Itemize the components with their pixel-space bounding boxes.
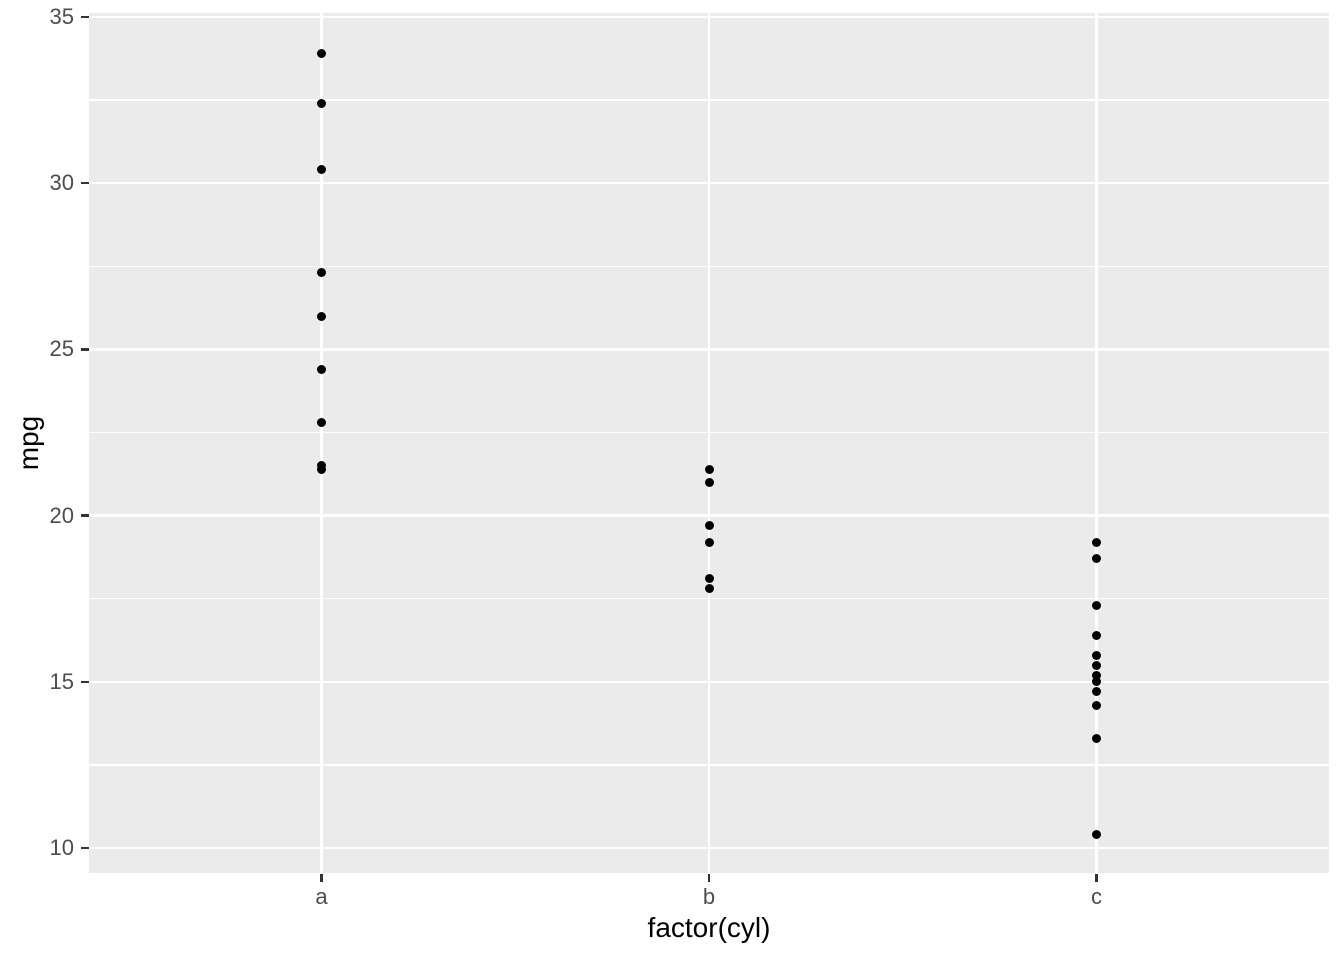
data-point: [317, 418, 326, 428]
y-tick-mark: [81, 514, 89, 517]
gridline-major-vertical: [1095, 13, 1098, 873]
gridline-major-vertical: [320, 13, 323, 873]
y-axis-title: mpg: [13, 415, 44, 471]
data-point: [1092, 630, 1101, 640]
x-tick-mark: [707, 874, 711, 882]
x-tick-mark: [320, 874, 323, 882]
y-tick-mark: [81, 348, 89, 351]
data-point: [1092, 830, 1101, 840]
data-point: [704, 584, 714, 594]
data-point: [317, 311, 326, 321]
data-point: [704, 464, 714, 474]
data-point: [1092, 537, 1101, 547]
data-point: [1092, 700, 1101, 710]
gridline-major-vertical: [707, 13, 711, 873]
x-tick-label: c: [1091, 884, 1102, 909]
data-point: [1092, 600, 1101, 610]
y-tick-label: 10: [49, 835, 74, 861]
data-point: [317, 268, 326, 278]
y-tick-label: 20: [49, 502, 74, 528]
data-point: [1092, 677, 1101, 687]
data-point: [1092, 660, 1101, 670]
data-point: [1092, 670, 1101, 680]
y-tick-label: 25: [49, 336, 74, 362]
y-tick-mark: [81, 181, 89, 185]
data-point: [317, 98, 326, 108]
data-point: [1092, 650, 1101, 660]
plot-panel: [89, 13, 1329, 873]
data-point: [704, 477, 714, 487]
y-tick-label: 30: [49, 170, 74, 196]
y-tick-mark: [81, 846, 89, 850]
data-point: [1092, 687, 1101, 697]
data-point: [704, 574, 714, 584]
data-point: [704, 537, 714, 547]
data-point: [1092, 733, 1101, 743]
x-tick-mark: [1095, 874, 1098, 882]
data-point: [317, 364, 326, 374]
x-axis-title: factor(cyl): [647, 912, 771, 943]
y-tick-mark: [81, 15, 89, 19]
x-tick-label: b: [702, 884, 716, 909]
y-tick-mark: [81, 680, 89, 684]
data-point: [317, 49, 326, 59]
y-tick-label: 35: [49, 3, 74, 29]
data-point: [317, 165, 326, 175]
data-point: [317, 464, 326, 474]
x-tick-label: a: [315, 884, 328, 909]
data-point: [1092, 554, 1101, 564]
data-point: [704, 521, 714, 531]
y-tick-label: 15: [49, 668, 74, 694]
